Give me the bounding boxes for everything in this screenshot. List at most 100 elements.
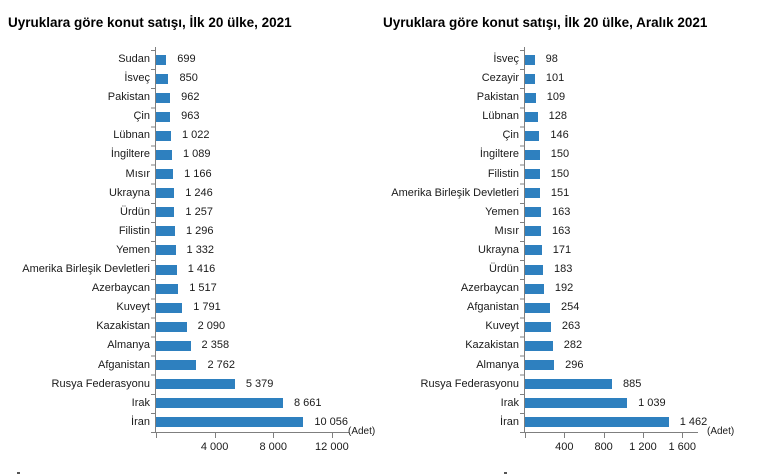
- bar-row: Amerika Birleşik Devletleri 1 416: [0, 260, 348, 279]
- axis-tick-label: 1 200: [629, 441, 657, 453]
- axis-unit-label: (Adet): [348, 426, 376, 437]
- axis-tick-label: 12 000: [315, 441, 349, 453]
- bar-track: 1 039: [525, 394, 697, 413]
- bar-track: 1 416: [156, 260, 348, 279]
- bar-row: Ukrayna 1 246: [0, 184, 348, 203]
- value-label: 183: [553, 263, 573, 276]
- bar-track: 850: [156, 69, 348, 88]
- value-label: 1 791: [193, 301, 221, 314]
- category-label: Irak: [500, 396, 519, 409]
- axis-tick: [214, 433, 216, 438]
- value-label: 151: [550, 186, 570, 199]
- axis-tick: [682, 433, 684, 438]
- bar-row: İsveç 850: [0, 69, 348, 88]
- bar: [525, 283, 544, 294]
- axis-tick: [273, 433, 275, 438]
- value-label: 109: [546, 91, 566, 104]
- value-label: 1 246: [185, 186, 213, 199]
- bar-row: Lübnan 1 022: [0, 126, 348, 145]
- bar: [525, 92, 536, 103]
- value-label: 2 090: [197, 320, 226, 333]
- bar: [525, 245, 542, 256]
- category-label: Ürdün: [489, 263, 519, 276]
- value-axis: 4 000 8 000 12 000: [156, 432, 349, 454]
- bar-row: Mısır 163: [382, 222, 697, 241]
- category-label: Yemen: [485, 205, 519, 218]
- bar: [525, 73, 535, 84]
- value-label: 699: [177, 53, 196, 65]
- value-label: 192: [554, 282, 574, 295]
- bar: [156, 302, 183, 313]
- value-label: 296: [565, 358, 584, 371]
- bar-row: Azerbaycan 192: [382, 279, 697, 298]
- chart-title: Uyruklara göre konut satışı, İlk 20 ülke…: [8, 15, 292, 30]
- bar-row: Almanya 2 358: [0, 336, 348, 355]
- value-label: 1 039: [638, 396, 666, 409]
- value-label: 1 517: [189, 282, 217, 295]
- category-label: Azerbaycan: [91, 282, 150, 295]
- bar: [156, 169, 174, 180]
- category-label: Almanya: [107, 339, 150, 352]
- bar: [156, 149, 172, 160]
- bar: [525, 321, 551, 332]
- category-label: Rusya Federasyonu: [51, 377, 150, 390]
- bar-track: 183: [525, 260, 697, 279]
- bar-row: Amerika Birleşik Devletleri 151: [382, 184, 697, 203]
- bar: [156, 283, 179, 294]
- bar-track: 98: [525, 50, 697, 69]
- axis-tick: [525, 433, 526, 438]
- category-label: Cezayir: [481, 72, 519, 85]
- category-axis-ticks: [151, 50, 155, 433]
- value-axis-line: [155, 432, 349, 433]
- bar: [156, 188, 175, 199]
- bar: [156, 264, 177, 275]
- value-label: 263: [561, 320, 581, 333]
- value-label: 146: [550, 129, 569, 142]
- axis-tick-label: 8 000: [259, 441, 288, 453]
- bar-track: 150: [525, 165, 697, 184]
- bar: [156, 360, 197, 370]
- category-label: Pakistan: [476, 91, 519, 104]
- chart-housing-sales-2021: Uyruklara göre konut satışı, İlk 20 ülke…: [0, 15, 376, 454]
- bar-row: İsveç 98: [382, 50, 697, 69]
- bar: [156, 92, 171, 103]
- category-label: Pakistan: [107, 91, 150, 104]
- bar-track: 2 358: [156, 336, 348, 355]
- bar: [156, 398, 283, 409]
- bar-row: Azerbaycan 1 517: [0, 279, 348, 298]
- category-label: İngiltere: [479, 148, 519, 161]
- axis-tick: [642, 433, 644, 438]
- bar-row: Pakistan 109: [382, 88, 697, 107]
- value-label: 1 296: [185, 224, 214, 237]
- bar-track: 1 332: [156, 241, 348, 260]
- bar: [156, 321, 187, 332]
- value-label: 962: [181, 91, 200, 104]
- category-label: Lübnan: [482, 110, 519, 123]
- bar: [525, 379, 612, 390]
- bar-track: 151: [525, 184, 697, 203]
- value-label: 8 661: [293, 396, 322, 409]
- bar-track: 101: [525, 69, 697, 88]
- value-label: 1 022: [181, 129, 210, 142]
- bar-row: Kazakistan 282: [382, 336, 697, 355]
- value-label: 171: [552, 243, 572, 256]
- value-label: 10 056: [314, 415, 349, 428]
- bar-track: 1 462: [525, 413, 707, 432]
- category-label: Kuveyt: [116, 301, 150, 314]
- bar-track: 962: [156, 88, 348, 107]
- value-label: 2 358: [201, 339, 230, 352]
- value-label: 1 416: [187, 263, 216, 276]
- category-label: Sudan: [118, 53, 150, 65]
- bar: [525, 340, 553, 351]
- bar: [156, 340, 191, 351]
- bar-track: 1 257: [156, 203, 348, 222]
- bar-track: 885: [525, 375, 697, 394]
- bar-row: Kuveyt 1 791: [0, 298, 348, 317]
- bar-track: 1 517: [156, 279, 348, 298]
- category-label: Ukrayna: [478, 243, 519, 256]
- category-label: Ukrayna: [109, 186, 150, 199]
- bar-rows: Sudan 699 İsveç 850 Pakistan 962 Çin 963 Lübnan 1…: [0, 50, 348, 432]
- category-label: İsveç: [493, 53, 519, 65]
- bar-row: İngiltere 150: [382, 145, 697, 164]
